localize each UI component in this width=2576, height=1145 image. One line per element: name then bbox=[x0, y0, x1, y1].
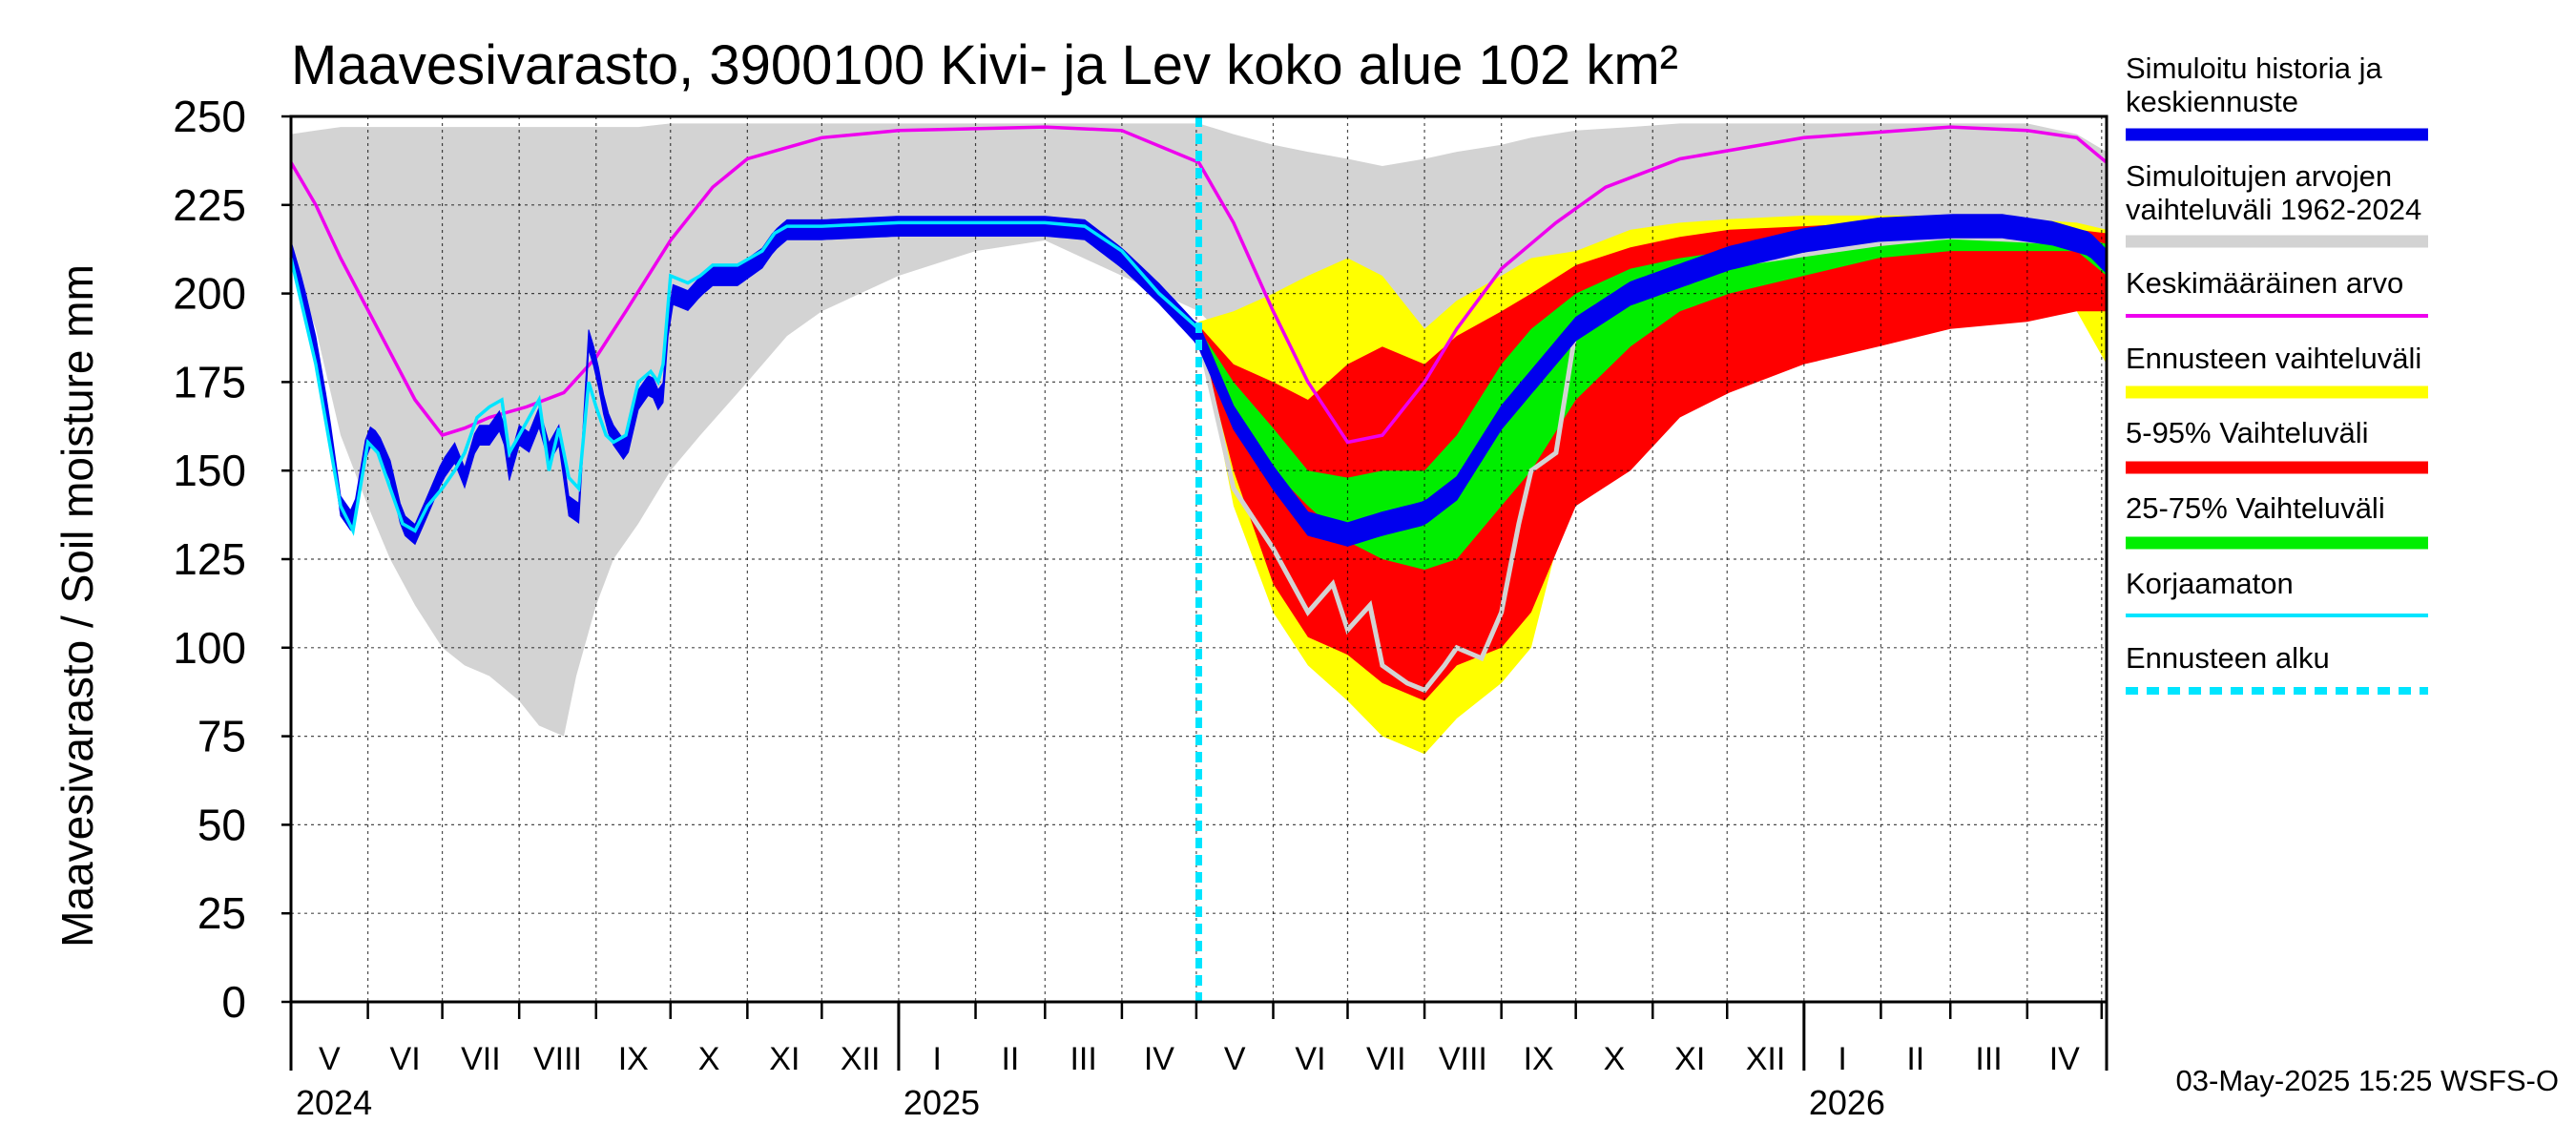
legend-item: Korjaamaton bbox=[2126, 567, 2428, 617]
month-label: XII bbox=[1746, 1041, 1786, 1077]
month-label: VIII bbox=[1439, 1041, 1487, 1077]
y-tick-label: 0 bbox=[221, 977, 246, 1027]
y-tick-label: 25 bbox=[197, 888, 246, 938]
legend-item: Keskimääräinen arvo bbox=[2126, 266, 2428, 318]
year-label: 2024 bbox=[296, 1083, 372, 1122]
legend-item: 25-75% Vaihteluväli bbox=[2126, 491, 2428, 550]
legend: Simuloitu historia ja keskiennuste Simuloi… bbox=[2126, 52, 2428, 695]
month-label: III bbox=[1070, 1041, 1096, 1077]
month-label: VI bbox=[1295, 1041, 1325, 1077]
mean-value-line bbox=[289, 125, 2109, 445]
legend-label: Ennusteen alku bbox=[2126, 641, 2330, 675]
y-tick-label: 125 bbox=[173, 534, 246, 584]
month-label: V bbox=[1224, 1041, 1246, 1077]
month-label: VII bbox=[461, 1041, 501, 1077]
y-tick-label: 100 bbox=[173, 623, 246, 673]
month-label: IV bbox=[2049, 1041, 2080, 1077]
legend-item: 5-95% Vaihteluväli bbox=[2126, 416, 2428, 474]
year-label: 2025 bbox=[904, 1083, 980, 1122]
month-label: IX bbox=[1524, 1041, 1554, 1077]
legend-label: 5-95% Vaihteluväli bbox=[2126, 416, 2368, 449]
month-label: I bbox=[1838, 1041, 1846, 1077]
month-label: V bbox=[319, 1041, 341, 1077]
forecast-25-75-band bbox=[1198, 233, 2107, 571]
legend-item: Ennusteen vaihteluväli bbox=[2126, 342, 2428, 399]
month-label: III bbox=[1975, 1041, 2002, 1077]
uncorrected-line bbox=[289, 220, 1200, 536]
month-label: XI bbox=[1674, 1041, 1705, 1077]
legend-label: Ennusteen vaihteluväli bbox=[2126, 342, 2421, 375]
historical-reference-trace bbox=[1196, 234, 2109, 694]
y-tick-label: 150 bbox=[173, 446, 246, 495]
plot-area bbox=[289, 116, 2109, 1002]
y-tick-label: 225 bbox=[173, 180, 246, 230]
month-label: XII bbox=[841, 1041, 881, 1077]
legend-label: Simuloitu historia ja keskiennuste bbox=[2126, 52, 2383, 118]
y-tick-label: 200 bbox=[173, 269, 246, 319]
month-label: II bbox=[1906, 1041, 1924, 1077]
y-axis-label: Maavesivarasto / Soil moisture mm bbox=[52, 264, 102, 947]
y-tick-label: 50 bbox=[197, 800, 246, 849]
y-tick-label: 175 bbox=[173, 357, 246, 406]
legend-label: Simuloitujen arvojen vaihteluväli 1962-20… bbox=[2126, 159, 2421, 226]
legend-item: Simuloitu historia ja keskiennuste bbox=[2126, 52, 2428, 141]
legend-label: Keskimääräinen arvo bbox=[2126, 266, 2403, 300]
month-label: IX bbox=[618, 1041, 649, 1077]
forecast-5-95-band bbox=[1198, 222, 2107, 701]
legend-label: 25-75% Vaihteluväli bbox=[2126, 491, 2385, 525]
month-label: II bbox=[1001, 1041, 1019, 1077]
month-label: VII bbox=[1366, 1041, 1406, 1077]
month-label: XI bbox=[769, 1041, 800, 1077]
year-label: 2026 bbox=[1809, 1083, 1885, 1122]
legend-label: Korjaamaton bbox=[2126, 567, 2294, 600]
month-label: VI bbox=[390, 1041, 421, 1077]
timestamp-footer: 03-May-2025 15:25 WSFS-O bbox=[2176, 1064, 2559, 1097]
chart-title: Maavesivarasto, 3900100 Kivi- ja Lev kok… bbox=[291, 34, 1678, 96]
month-label: X bbox=[1604, 1041, 1626, 1077]
y-tick-label: 75 bbox=[197, 712, 246, 761]
legend-item: Simuloitujen arvojen vaihteluväli 1962-20… bbox=[2126, 159, 2428, 248]
y-tick-label: 250 bbox=[173, 92, 246, 141]
month-label: IV bbox=[1144, 1041, 1174, 1077]
legend-item: Ennusteen alku bbox=[2126, 641, 2428, 695]
month-label: VIII bbox=[533, 1041, 582, 1077]
month-label: X bbox=[698, 1041, 720, 1077]
month-label: I bbox=[933, 1041, 942, 1077]
